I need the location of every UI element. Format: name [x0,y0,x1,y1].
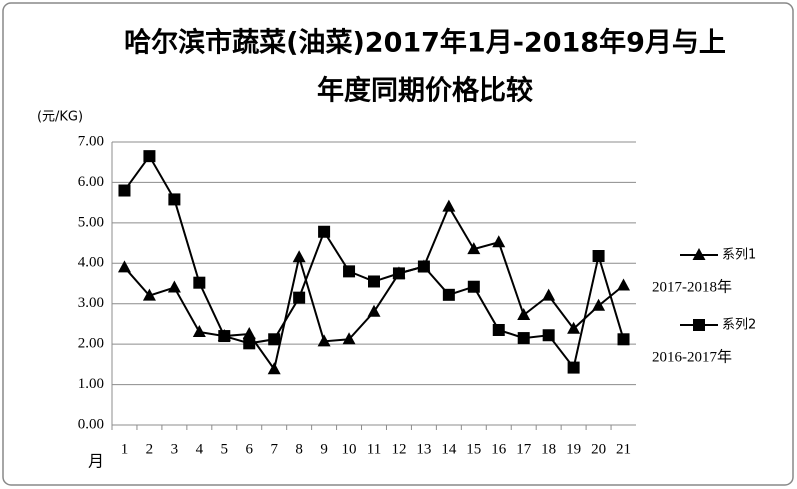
point [367,304,381,317]
point [168,193,181,206]
point [167,280,181,293]
y-tick-label: 7.00 [78,133,104,149]
x-tick-label: 9 [320,441,328,457]
x-tick-label: 20 [591,441,606,457]
x-tick-label: 1 [121,441,129,457]
point [292,250,306,263]
x-tick-label: 17 [516,441,532,457]
y-tick-label: 4.00 [78,255,104,271]
point [293,291,306,304]
point [592,250,605,263]
x-tick-label: 13 [416,441,431,457]
x-tick-label: 8 [295,441,303,457]
point [542,288,556,301]
point [242,327,256,340]
y-tick-label: 6.00 [78,174,104,190]
point [517,332,530,345]
x-tick-label: 14 [441,441,457,457]
x-tick-label: 18 [541,441,556,457]
annotation: 2016-2017年 [652,348,732,365]
point [517,308,531,321]
legend-label: 系列1 [722,248,756,263]
x-tick-label: 21 [616,441,631,457]
x-tick-label: 12 [391,441,406,457]
x-tick-label: 2 [146,441,154,457]
point [567,321,581,334]
x-tick-label: 10 [342,441,357,457]
x-tick-label: 16 [491,441,507,457]
point [492,235,506,248]
y-tick-label: 0.00 [78,416,104,432]
point [268,333,281,346]
point [592,298,606,311]
y-tick-label: 2.00 [78,336,104,352]
x-tick-label: 6 [245,441,253,457]
point [343,265,356,278]
point [267,362,281,375]
point [692,248,706,260]
point [442,288,455,301]
point [192,325,206,338]
point [368,275,380,288]
point [317,334,331,347]
point [193,276,206,289]
chart-title: 哈尔滨市蔬菜(油菜)2017年1月-2018年9月与上 [124,27,726,59]
point [118,184,131,197]
y-axis-label: (元/KG) [37,110,83,125]
point [318,225,331,238]
point [617,278,631,291]
point [392,267,405,280]
point [467,280,480,293]
point [567,361,580,374]
y-tick-label: 5.00 [78,214,104,230]
x-tick-label: 11 [367,441,381,457]
point [342,332,356,345]
x-tick-label: 4 [196,441,204,457]
point [442,199,456,212]
x-tick-label: 3 [171,441,179,457]
x-tick-label: 15 [466,441,481,457]
point [142,288,156,301]
point [492,323,505,336]
y-tick-label: 3.00 [78,295,104,311]
point [542,329,555,342]
x-axis-label: 月 [88,452,104,471]
y-tick-label: 1.00 [78,376,104,392]
x-tick-label: 19 [566,441,581,457]
x-tick-label: 5 [221,441,229,457]
point [693,319,705,331]
x-tick-label: 7 [270,441,278,457]
point [117,260,131,273]
point [467,242,481,255]
legend-label: 系列2 [722,318,756,333]
annotation: 2017-2018年 [652,278,732,295]
point [218,330,231,343]
point [417,260,430,273]
point [143,150,156,163]
chart-title: 年度同期价格比较 [317,75,533,107]
point [617,333,630,346]
point [243,337,256,350]
